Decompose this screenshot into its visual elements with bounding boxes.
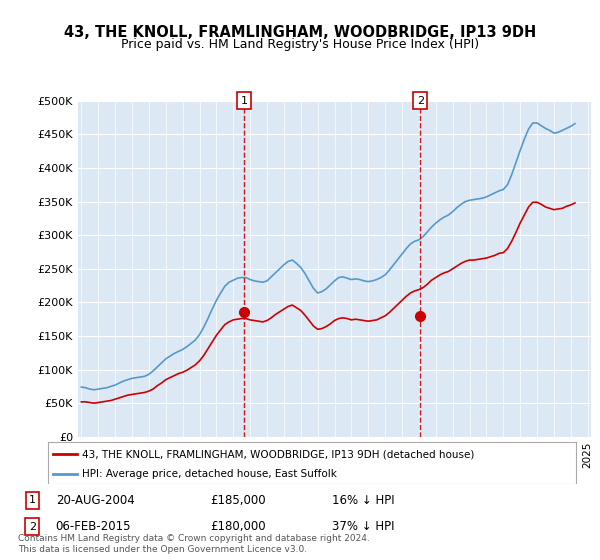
Text: 20-AUG-2004: 20-AUG-2004 (56, 494, 134, 507)
Text: 2: 2 (417, 96, 424, 106)
Text: HPI: Average price, detached house, East Suffolk: HPI: Average price, detached house, East… (82, 469, 337, 479)
Text: 06-FEB-2015: 06-FEB-2015 (56, 520, 131, 533)
Text: Price paid vs. HM Land Registry's House Price Index (HPI): Price paid vs. HM Land Registry's House … (121, 38, 479, 51)
Text: 43, THE KNOLL, FRAMLINGHAM, WOODBRIDGE, IP13 9DH: 43, THE KNOLL, FRAMLINGHAM, WOODBRIDGE, … (64, 25, 536, 40)
Text: 16% ↓ HPI: 16% ↓ HPI (332, 494, 395, 507)
Text: 2: 2 (29, 521, 36, 531)
Text: £180,000: £180,000 (210, 520, 266, 533)
Text: 37% ↓ HPI: 37% ↓ HPI (332, 520, 395, 533)
Text: Contains HM Land Registry data © Crown copyright and database right 2024.
This d: Contains HM Land Registry data © Crown c… (18, 534, 370, 553)
Text: 43, THE KNOLL, FRAMLINGHAM, WOODBRIDGE, IP13 9DH (detached house): 43, THE KNOLL, FRAMLINGHAM, WOODBRIDGE, … (82, 449, 475, 459)
Text: 1: 1 (241, 96, 248, 106)
Text: £185,000: £185,000 (210, 494, 266, 507)
Text: 1: 1 (29, 496, 36, 506)
